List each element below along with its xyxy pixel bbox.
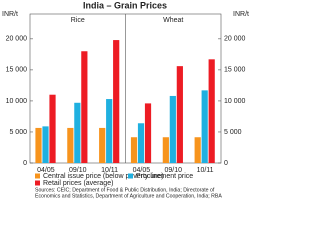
legend-swatch <box>35 180 40 186</box>
bar <box>194 137 201 163</box>
panel-title: Wheat <box>163 17 183 24</box>
bar <box>144 103 152 163</box>
source-note: Sources: CEIC; Department of Food & Publ… <box>35 187 215 193</box>
bar <box>113 40 120 164</box>
bar <box>49 94 56 163</box>
chart-title: India – Grain Prices <box>83 0 167 10</box>
panel-title: Rice <box>71 17 85 24</box>
y-tick-label: 20 000 <box>224 36 246 43</box>
bar <box>130 137 138 163</box>
legend-swatch <box>35 173 40 179</box>
bar <box>137 123 145 163</box>
bar <box>176 66 183 163</box>
source-note: Economics and Statistics, Department of … <box>35 193 222 199</box>
x-tick-label: 04/05 <box>133 167 151 174</box>
y-axis-label: INR/t <box>2 11 18 18</box>
bar <box>106 99 113 163</box>
x-tick-label: 04/05 <box>37 167 55 174</box>
y-tick-label: 5 000 <box>224 129 242 136</box>
legend-label: Central issue price (below poverty line) <box>43 173 164 180</box>
bar <box>67 127 74 163</box>
legend-label: Procurement price <box>136 173 193 180</box>
y-tick-label: 10 000 <box>224 98 246 105</box>
bar <box>74 102 81 163</box>
y-axis-label: INR/t <box>233 11 249 18</box>
bar <box>99 127 106 163</box>
legend-swatch <box>128 173 133 179</box>
bar <box>42 126 49 163</box>
x-tick-label: 09/10 <box>164 167 182 174</box>
bar <box>201 90 208 163</box>
bar <box>35 127 42 163</box>
y-tick-label: 15 000 <box>6 67 28 74</box>
bar <box>162 137 169 163</box>
x-tick-label: 10/11 <box>101 167 118 174</box>
y-tick-label: 15 000 <box>224 67 246 74</box>
legend-label: Retail prices (average) <box>43 180 113 187</box>
y-tick-label: 0 <box>224 160 228 167</box>
x-tick-label: 09/10 <box>69 167 87 174</box>
bar <box>208 59 215 164</box>
y-tick-label: 5 000 <box>9 129 27 136</box>
bar <box>81 51 88 163</box>
y-tick-label: 0 <box>23 160 27 167</box>
x-tick-label: 10/11 <box>197 167 214 174</box>
y-tick-label: 20 000 <box>6 36 28 43</box>
y-tick-label: 10 000 <box>6 98 28 105</box>
chart: India – Grain Prices Rice INR/t 0 5 000 10 0… <box>2 0 249 199</box>
bar <box>169 95 176 163</box>
